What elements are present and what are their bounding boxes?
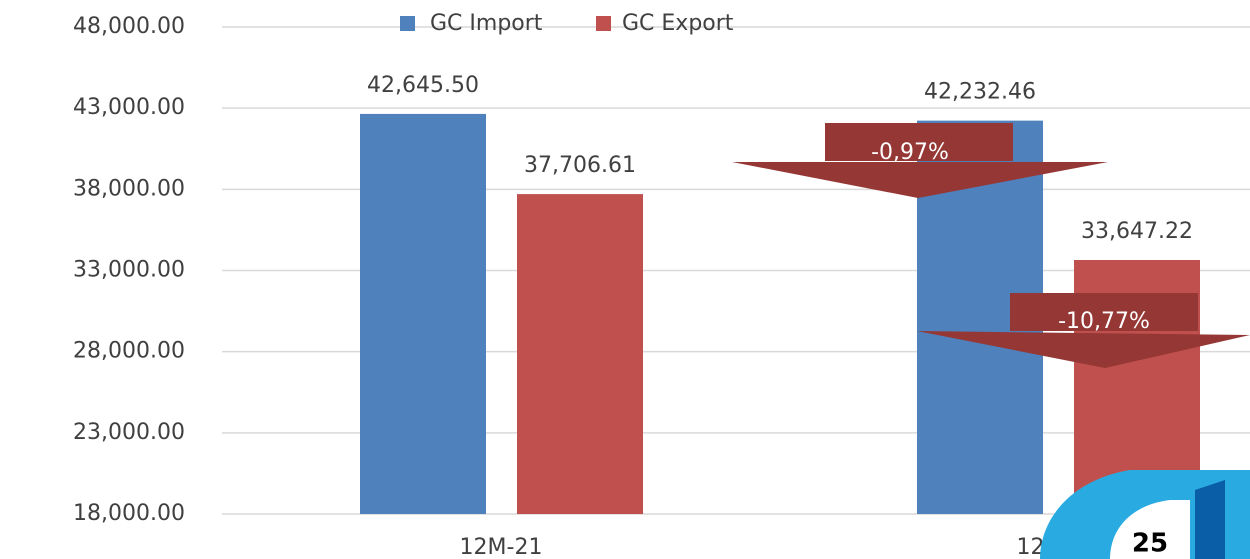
legend-label: GC Export bbox=[622, 11, 734, 36]
y-tick-label: 28,000.00 bbox=[73, 339, 185, 364]
arrow-body bbox=[1010, 293, 1198, 331]
arrow-head bbox=[732, 162, 1108, 198]
y-tick-label: 43,000.00 bbox=[73, 95, 185, 120]
annotation: -0,97% bbox=[871, 140, 949, 165]
data-label: 42,645.50 bbox=[367, 73, 479, 98]
y-tick-label: 33,000.00 bbox=[73, 258, 185, 283]
logo-inner bbox=[1110, 500, 1190, 559]
data-label: 42,232.46 bbox=[924, 80, 1036, 105]
data-label: 33,647.22 bbox=[1081, 219, 1193, 244]
logo-stripe bbox=[1195, 480, 1225, 559]
data-label: 37,706.61 bbox=[524, 153, 636, 178]
legend-swatch bbox=[400, 16, 415, 31]
bar bbox=[360, 113, 486, 514]
arrow-body bbox=[825, 123, 1013, 161]
bar bbox=[517, 194, 643, 515]
arrow-head bbox=[917, 331, 1250, 368]
y-tick-label: 38,000.00 bbox=[73, 176, 185, 201]
legend-label: GC Import bbox=[430, 11, 543, 36]
legend-swatch bbox=[596, 16, 611, 31]
x-tick-label: 12M-21 bbox=[460, 535, 543, 559]
y-tick-label: 18,000.00 bbox=[73, 501, 185, 526]
page-number: 25 bbox=[1132, 529, 1168, 559]
annotation: -10,77% bbox=[1058, 309, 1150, 334]
y-tick-label: 23,000.00 bbox=[73, 420, 185, 445]
y-tick-label: 48,000.00 bbox=[73, 14, 185, 39]
